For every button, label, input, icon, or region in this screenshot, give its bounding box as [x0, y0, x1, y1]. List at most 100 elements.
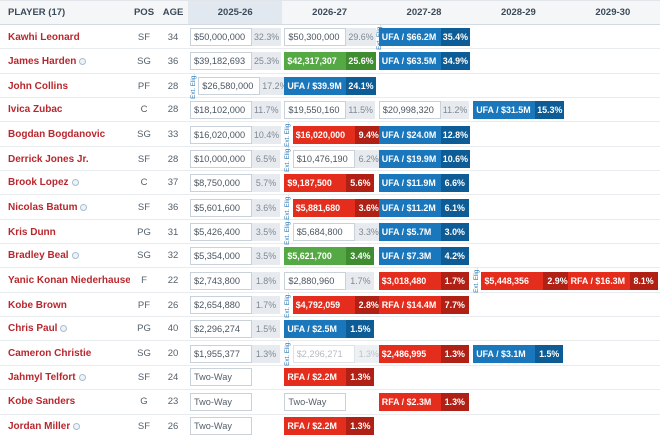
ext-eligible-label: Ext. Elig. [190, 73, 197, 99]
column-header-player[interactable]: PLAYER (17) [8, 7, 66, 18]
player-cell: Kris Dunn [0, 220, 130, 245]
cap-percentage: 5.7% [252, 173, 280, 192]
player-cell: Kobe Sanders [0, 390, 130, 413]
player-age: 34 [167, 31, 179, 43]
player-cell: Nicolas Batum [0, 195, 130, 220]
salary-cell-2028-29 [471, 220, 565, 245]
salary-cell-2028-29 [471, 122, 565, 147]
player-link[interactable]: Bogdan Bogdanovic [8, 129, 106, 141]
cap-percentage: 34.9% [440, 52, 470, 71]
table-header: PLAYER (17) POS AGE 2025-26 2026-27 2027… [0, 1, 660, 25]
player-link[interactable]: Derrick Jones Jr. [8, 153, 89, 165]
salary-cell-2029-30 [566, 25, 660, 50]
salary-value: $2,296,271 [292, 344, 355, 363]
player-age: 37 [167, 177, 179, 189]
player-cell: Bogdan Bogdanovic [0, 122, 130, 147]
player-link[interactable]: Jahmyl Telfort [8, 371, 76, 383]
player-age: 20 [167, 348, 179, 360]
player-link[interactable]: Kobe Sanders [8, 396, 76, 408]
salary-cell-2025-26: $5,601,600 3.6% [188, 195, 282, 220]
salary-value: $26,580,000 [198, 77, 261, 96]
salary-cell-2027-28: UFA / $11.9M 6.6% [377, 171, 471, 194]
salary-value: $50,300,000 [284, 28, 347, 47]
cap-percentage: 1.7% [440, 271, 469, 290]
salary-cell-2029-30 [566, 244, 660, 267]
column-header-2027-28[interactable]: 2027-28 [406, 7, 442, 18]
salary-cell-2025-26: Two-Way [188, 366, 282, 389]
column-header-2025-26[interactable]: 2025-26 [188, 1, 283, 24]
salary-cell-2026-27: RFA / $2.2M 1.3% [282, 415, 376, 438]
player-link[interactable]: Ivica Zubac [8, 104, 63, 116]
salary-cell-2028-29 [471, 415, 565, 438]
player-badge-icon [60, 325, 68, 333]
ext-eligible-label: Ext. Elig. [284, 195, 292, 221]
cap-percentage: 1.5% [252, 319, 280, 338]
column-header-age[interactable]: AGE [162, 7, 184, 18]
salary-cell-2027-28 [377, 415, 471, 438]
salary-value: RFA / $2.2M [284, 368, 347, 387]
salary-cell-2025-26: $2,296,274 1.5% [188, 317, 282, 340]
salary-cell-2027-28: UFA / $63.5M 34.9% [377, 49, 471, 72]
player-age: 26 [167, 299, 179, 311]
salary-cell-2029-30 [566, 390, 660, 413]
cap-percentage: 6.5% [252, 150, 280, 169]
salary-value: UFA / $11.2M [378, 198, 441, 217]
salary-value: $39,182,693 [190, 52, 252, 71]
column-header-2028-29[interactable]: 2028-29 [500, 7, 536, 18]
player-link[interactable]: John Collins [8, 80, 68, 92]
salary-value: UFA / $11.9M [378, 173, 441, 192]
salary-value: RFA / $16.3M [567, 271, 630, 290]
salary-cell-2028-29 [471, 390, 565, 413]
salary-value: UFA / $66.2M [378, 28, 441, 47]
player-link[interactable]: Brook Lopez [8, 177, 69, 189]
player-position: C [140, 177, 148, 189]
player-link[interactable]: James Harden [8, 55, 77, 67]
cap-percentage: 29.6% [346, 28, 376, 47]
cap-percentage: 1.3% [346, 368, 375, 387]
salary-value: UFA / $19.9M [378, 150, 441, 169]
player-link[interactable]: Jordan Miller [8, 420, 71, 432]
salary-cell-2025-26: $39,182,693 25.3% [188, 49, 282, 72]
player-link[interactable]: Kobe Brown [8, 299, 67, 311]
player-link[interactable]: Yanic Konan Niederhauser [8, 275, 130, 287]
salary-cell-2027-28: UFA / $7.3M 4.2% [377, 244, 471, 267]
player-link[interactable]: Bradley Beal [8, 250, 69, 262]
salary-value: $19,550,160 [284, 100, 347, 119]
salary-value: UFA / $2.5M [284, 319, 347, 338]
salary-cell-2026-27: Ext. Elig. $16,020,000 9.4% [282, 122, 383, 147]
player-link[interactable]: Kawhi Leonard [8, 31, 80, 43]
player-position: C [140, 104, 148, 116]
player-badge-icon [73, 422, 81, 430]
column-header-2026-27[interactable]: 2026-27 [312, 7, 348, 18]
player-position: SG [137, 129, 151, 141]
salary-cell-2025-26: $1,955,377 1.3% [188, 341, 282, 366]
player-link[interactable]: Cameron Christie [8, 348, 92, 360]
salary-value: $2,486,995 [378, 344, 441, 363]
column-header-2029-30[interactable]: 2029-30 [595, 7, 631, 18]
player-cell: Brook Lopez [0, 171, 130, 194]
table-row: Nicolas Batum SF 36 $5,601,600 3.6% Ext. Elig… [0, 195, 660, 221]
cap-percentage: 11.7% [252, 100, 281, 119]
player-position: SF [137, 153, 151, 165]
column-header-pos[interactable]: POS [133, 7, 155, 18]
salary-cell-2029-30 [566, 171, 660, 194]
ext-eligible-label: Ext. Elig. [284, 292, 292, 318]
cap-percentage: 24.1% [346, 77, 376, 96]
player-link[interactable]: Kris Dunn [8, 226, 56, 238]
salary-value: $4,792,059 [292, 296, 355, 315]
table-row: Ivica Zubac C 28 $18,102,000 11.7% $19,550,16… [0, 98, 660, 123]
table-row: Bogdan Bogdanovic SG 33 $16,020,000 10.4% Ext… [0, 122, 660, 147]
player-cell: Kobe Brown [0, 293, 130, 318]
salary-cell-2026-27: Ext. Elig. $2,296,271 1.3% [282, 341, 383, 366]
salary-cell-2028-29: UFA / $3.1M 1.5% [471, 341, 565, 366]
cap-percentage: 15.3% [535, 100, 565, 119]
table-row: Derrick Jones Jr. SF 28 $10,000,000 6.5% Ext.… [0, 147, 660, 172]
player-cell: James Harden [0, 49, 130, 72]
player-link[interactable]: Nicolas Batum [8, 202, 78, 214]
cap-percentage: 3.5% [252, 223, 280, 242]
cap-percentage: 25.3% [252, 52, 282, 71]
player-link[interactable]: Chris Paul [8, 323, 58, 335]
salary-value: $3,018,480 [378, 271, 441, 290]
salary-cell-2028-29 [471, 195, 565, 220]
cap-percentage: 1.3% [252, 344, 280, 363]
